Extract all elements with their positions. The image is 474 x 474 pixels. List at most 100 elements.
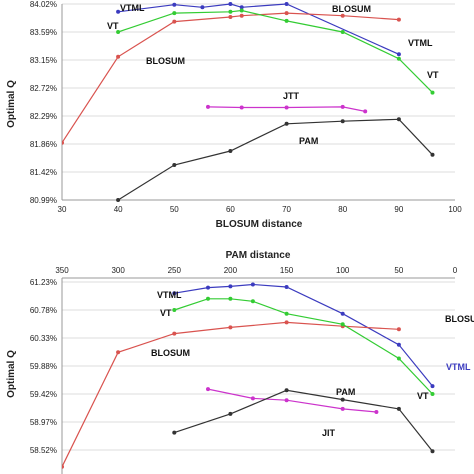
data-point-vtml <box>250 282 255 287</box>
y-tick-label: 84.02% <box>30 0 57 9</box>
data-point-blosum <box>239 13 244 18</box>
y-tick-label: 58.97% <box>30 418 57 427</box>
y-tick-label: 59.88% <box>30 362 57 371</box>
y-tick-label: 80.99% <box>30 196 57 205</box>
data-point-vt <box>430 90 435 95</box>
series-label-vtml: VTML <box>446 362 471 372</box>
data-point-vtml <box>116 9 121 14</box>
data-point-pam <box>172 163 177 167</box>
x-tick-label: 100 <box>448 205 462 214</box>
data-point-vt <box>284 311 289 316</box>
y-tick-label: 59.42% <box>30 390 57 399</box>
series-label-pam: PAM <box>336 387 355 397</box>
data-point-blosum <box>284 11 289 16</box>
series-label-vtml: VTML <box>408 38 433 48</box>
series-label-vt: VT <box>160 308 172 318</box>
x-tick-label: 50 <box>170 205 179 214</box>
data-point-vtml <box>430 384 435 389</box>
data-point-vtml <box>396 52 401 57</box>
data-point-blosum <box>340 13 345 18</box>
data-point-blosum <box>396 327 401 332</box>
data-point-vt <box>172 308 177 312</box>
chart-panel-2: 58.52% 58.97% 59.42% 59.88% 60.33% 60.78% 61.2… <box>6 250 474 474</box>
series-label-blosum: BLOSUM <box>146 56 185 66</box>
series-label-vtml: VTML <box>157 290 182 300</box>
data-point-vt <box>340 322 345 327</box>
x-tick-label: 250 <box>168 266 182 275</box>
y-tick-label: 82.72% <box>30 84 57 93</box>
x-tick-label: 50 <box>394 266 403 275</box>
y-tick-label: 81.42% <box>30 168 57 177</box>
data-point-jtt <box>284 105 289 110</box>
data-point-jtt <box>374 410 379 414</box>
data-point-vt <box>430 392 435 396</box>
x-tick-label: 300 <box>111 266 125 275</box>
data-point-jtt <box>363 109 368 114</box>
y-tick-label: 83.59% <box>30 28 57 37</box>
data-point-pam <box>284 388 289 393</box>
series-label-vt: VT <box>427 70 439 80</box>
data-point-blosum <box>228 325 233 330</box>
data-point-vt <box>396 56 401 61</box>
x-tick-label: 200 <box>224 266 238 275</box>
x-tick-label: 60 <box>226 205 235 214</box>
data-point-vtml <box>284 285 289 289</box>
data-point-vt <box>116 30 121 34</box>
x-axis-label: PAM distance <box>226 250 291 261</box>
series-line-blosum <box>62 12 399 144</box>
x-tick-label: 350 <box>55 266 69 275</box>
data-point-vtml <box>396 342 401 347</box>
data-point-blosum <box>172 331 177 336</box>
data-point-vtml <box>172 2 177 7</box>
data-point-blosum <box>284 320 289 325</box>
data-point-pam <box>340 119 345 124</box>
data-point-vtml <box>239 5 244 10</box>
chart-panel-1: 80.99% 81.42% 81.86% 82.29% 82.72% 83.15% 83.5… <box>6 0 462 230</box>
data-point-jtt <box>206 387 210 392</box>
y-tick-label: 58.52% <box>30 446 57 455</box>
data-point-jtt <box>206 104 210 109</box>
series-label-vt: VT <box>107 21 119 31</box>
data-point-vt <box>396 356 401 361</box>
data-point-blosum <box>62 140 64 145</box>
series-label-jtt: JIT <box>322 428 336 438</box>
y-tick-label: 83.15% <box>30 56 57 65</box>
x-tick-label: 80 <box>338 205 347 214</box>
data-point-vt <box>250 299 255 304</box>
data-point-jtt <box>250 396 255 401</box>
data-point-blosum <box>62 464 64 469</box>
y-tick-label: 61.23% <box>30 278 57 287</box>
y-tick-label: 82.29% <box>30 112 57 121</box>
series-label-vtml: VTML <box>120 3 145 13</box>
series-label-blosum: BLOSUM <box>332 4 371 14</box>
data-point-jtt <box>340 406 345 411</box>
data-point-jtt <box>239 105 244 110</box>
data-point-vtml <box>172 291 177 296</box>
x-axis-label: BLOSUM distance <box>216 219 303 230</box>
y-tick-label: 81.86% <box>30 140 57 149</box>
data-point-pam <box>396 117 401 122</box>
data-point-vtml <box>200 5 205 10</box>
data-point-vt <box>206 296 210 301</box>
data-point-blosum <box>172 19 177 24</box>
data-point-pam <box>228 411 233 416</box>
y-tick-label: 60.78% <box>30 306 57 315</box>
series-line-pam <box>117 118 433 201</box>
data-point-vtml <box>284 2 289 6</box>
x-tick-label: 70 <box>282 205 291 214</box>
data-point-vt <box>284 18 289 23</box>
x-tick-label: 0 <box>453 266 458 275</box>
data-point-pam <box>284 121 289 126</box>
data-point-vt <box>340 30 345 34</box>
data-point-blosum <box>116 54 121 59</box>
series-line-vt <box>117 9 433 94</box>
data-point-pam <box>396 406 401 411</box>
data-point-vtml <box>228 284 233 289</box>
series-line-vtml <box>174 283 433 387</box>
data-point-pam <box>172 430 177 435</box>
data-point-pam <box>430 449 435 454</box>
series-label-jtt: JTT <box>283 91 300 101</box>
data-point-jtt <box>284 398 289 403</box>
data-point-blosum <box>228 15 233 19</box>
